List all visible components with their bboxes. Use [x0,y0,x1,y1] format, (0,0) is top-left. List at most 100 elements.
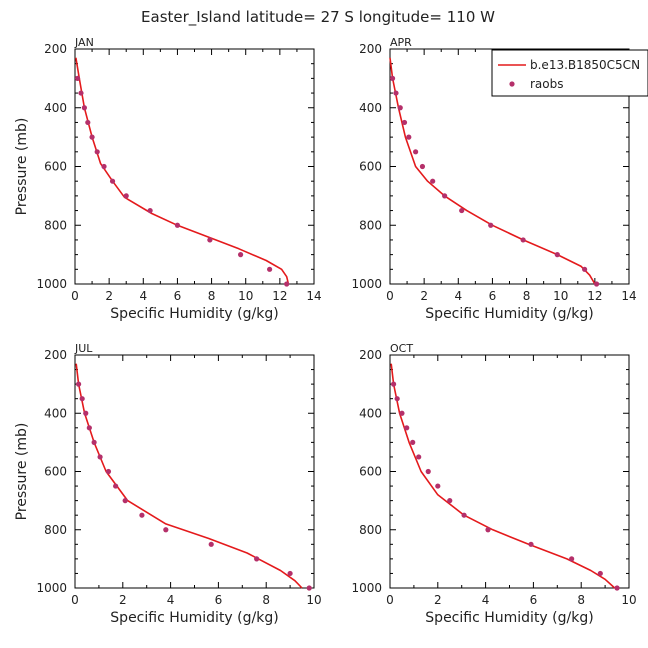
panel-label: JUL [74,342,93,355]
obs-point [83,410,89,416]
legend: b.e13.B1850C5CN raobs [491,49,648,97]
panel-label: APR [390,36,412,49]
obs-point [393,90,399,96]
obs-point [404,425,410,431]
x-tick-label: 6 [530,593,538,607]
obs-point [139,512,145,518]
x-tick-label: 0 [386,289,394,303]
x-axis-label: Specific Humidity (g/kg) [425,306,593,322]
x-tick-label: 2 [105,289,113,303]
x-tick-label: 14 [306,289,321,303]
series-line-model [75,57,290,285]
x-tick-label: 10 [238,289,253,303]
x-tick-label: 10 [553,289,568,303]
panel-label: JAN [74,36,94,49]
x-tick-label: 0 [71,593,79,607]
figure-title: Easter_Island latitude= 27 S longitude= … [141,8,495,27]
y-tick-label: 600 [359,160,382,174]
panel-jul: 0 2 4 6 8 10 200 400 600 800 1000 JUL Specific Humid… [14,342,322,626]
panel-oct: 0 2 4 6 8 10 200 400 600 800 1000 OCT Specific Humid… [351,342,636,626]
obs-point [389,75,396,81]
x-tick-label: 2 [119,593,127,607]
obs-point [394,396,400,402]
obs-point [413,149,419,155]
x-tick-label: 4 [454,289,462,303]
y-tick-label: 1000 [36,581,67,595]
x-tick-label: 6 [215,593,223,607]
x-tick-label: 4 [167,593,175,607]
y-tick-label: 400 [44,406,67,420]
obs-point [582,266,588,272]
obs-point [419,163,426,170]
x-axis-label: Specific Humidity (g/kg) [425,610,593,626]
obs-point [520,237,526,243]
obs-point [74,75,81,81]
obs-point [406,134,412,140]
y-tick-label: 200 [44,348,67,362]
panel-jan: 0 2 4 6 8 10 12 14 200 400 600 800 1000 JAN Specific H… [14,36,322,322]
obs-point [488,222,494,228]
panel-apr: 0 2 4 6 8 10 12 14 200 400 600 800 1000 APR Specific H… [351,36,648,322]
x-tick-label: 6 [489,289,497,303]
obs-point [569,556,575,562]
series-line-model [389,57,596,285]
obs-point [109,178,116,184]
x-tick-label: 14 [621,289,636,303]
obs-point [174,222,181,228]
obs-point [113,483,119,489]
obs-point [89,134,95,140]
obs-point [267,266,273,272]
y-tick-label: 800 [44,523,67,537]
y-tick-label: 400 [359,406,382,420]
y-tick-label: 1000 [351,277,382,291]
obs-point [101,163,107,170]
obs-point [614,585,620,591]
obs-point [593,281,600,287]
y-axis-label: Pressure (mb) [14,423,30,521]
obs-point [208,541,214,547]
obs-point [75,381,82,387]
obs-point [78,90,84,96]
y-tick-label: 200 [359,42,382,56]
x-tick-label: 8 [577,593,585,607]
obs-point [461,512,467,518]
y-tick-label: 600 [44,465,67,479]
obs-point [284,281,290,287]
y-axis-label: Pressure (mb) [14,118,30,216]
obs-point [485,527,491,533]
obs-point [410,439,416,445]
obs-point [105,468,112,475]
y-tick-label: 600 [44,160,67,174]
obs-point [442,193,448,199]
obs-point [401,119,408,126]
y-tick-label: 1000 [36,277,67,291]
y-tick-label: 400 [44,101,67,115]
obs-point [207,237,213,243]
x-tick-label: 4 [139,289,147,303]
obs-point [86,425,92,431]
obs-point [425,468,431,475]
y-tick-label: 800 [359,218,382,232]
y-tick-label: 800 [359,523,382,537]
obs-point [147,207,153,214]
obs-point [447,498,453,504]
x-tick-label: 12 [272,289,287,303]
x-tick-label: 2 [434,593,442,607]
x-tick-label: 10 [621,593,636,607]
x-tick-label: 0 [71,289,79,303]
x-axis-label: Specific Humidity (g/kg) [110,306,278,322]
obs-point [430,178,436,184]
y-tick-label: 600 [359,465,382,479]
obs-point [399,410,405,416]
obs-point [163,527,169,533]
obs-point [123,193,129,199]
plot-border [74,48,315,285]
legend-model-label: b.e13.B1850C5CN [530,58,640,72]
obs-point [597,570,603,577]
legend-box [491,49,648,97]
x-tick-label: 0 [386,593,394,607]
obs-point [435,483,441,489]
x-tick-label: 12 [587,289,602,303]
